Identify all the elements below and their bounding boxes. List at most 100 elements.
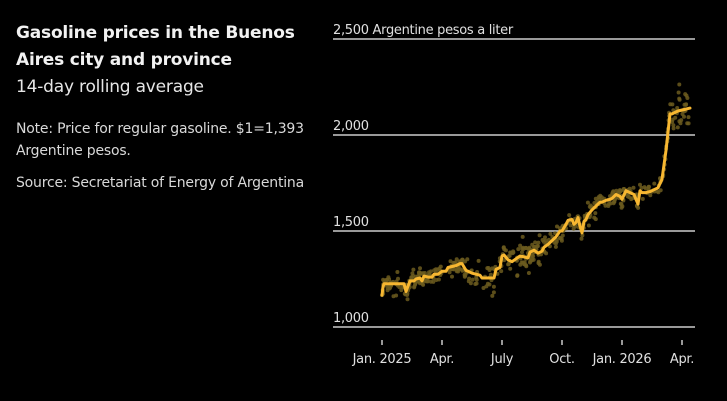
- observation-dot: [454, 257, 459, 262]
- observation-dot: [386, 275, 391, 280]
- observation-dot: [519, 260, 524, 265]
- observation-dot: [403, 292, 408, 297]
- observation-dot: [516, 247, 521, 252]
- observation-dot: [636, 205, 641, 210]
- observation-dot: [532, 245, 537, 249]
- observation-dot: [447, 270, 452, 275]
- chart-source: Source: Secretariat of Energy of Argenti…: [16, 175, 304, 191]
- observation-dot: [677, 119, 682, 124]
- observation-dot: [530, 256, 535, 261]
- observation-dot: [487, 282, 492, 287]
- chart-title: Gasoline prices in the Buenos Aires city…: [16, 23, 295, 70]
- gridlines: 2,500 Argentine pesos a liter 2,000 1,500 1…: [333, 23, 695, 328]
- observation-dot: [518, 243, 523, 248]
- observation-dot: [490, 266, 495, 271]
- observation-dot: [511, 250, 516, 255]
- observation-dot: [499, 269, 504, 274]
- observation-dot: [643, 186, 648, 191]
- y-tick-label: 1,500: [333, 215, 369, 230]
- observation-dot: [652, 181, 657, 186]
- observation-dot: [612, 199, 617, 204]
- observation-dot: [648, 193, 653, 198]
- observation-dot: [631, 185, 636, 190]
- observation-dot: [541, 239, 546, 244]
- x-tick-label: Oct.: [549, 352, 574, 367]
- observation-dot: [639, 185, 644, 190]
- observation-dot: [668, 102, 673, 107]
- observation-dot: [680, 112, 685, 116]
- observation-dot: [533, 240, 538, 245]
- observation-dot: [610, 190, 615, 195]
- observation-dot: [676, 90, 681, 95]
- observation-dot: [638, 182, 642, 187]
- observation-dot: [544, 251, 549, 256]
- observation-dot: [586, 223, 591, 228]
- x-axis: Jan. 2025 Apr. July Oct. Jan. 2026 Apr.: [352, 340, 694, 367]
- x-tick-label: Apr.: [670, 352, 694, 367]
- observation-dot: [568, 223, 573, 228]
- observation-dot: [585, 200, 590, 205]
- observation-dot: [599, 195, 604, 200]
- observation-dot: [508, 266, 513, 271]
- observation-dot: [520, 250, 524, 255]
- observation-dot: [593, 211, 598, 216]
- observation-dot: [618, 201, 623, 206]
- observation-dot: [685, 121, 690, 126]
- observation-dot: [502, 258, 507, 263]
- observation-dot: [537, 262, 542, 267]
- observation-dot: [593, 217, 598, 222]
- observation-dot: [629, 197, 634, 202]
- x-tick-label: Jan. 2025: [352, 352, 412, 367]
- observation-dot: [686, 115, 691, 120]
- observation-dot: [470, 277, 475, 282]
- observation-dot: [593, 196, 598, 201]
- observation-dot: [608, 201, 613, 206]
- observation-dot: [618, 188, 623, 193]
- observation-dot: [484, 284, 489, 289]
- observation-dot: [438, 264, 443, 269]
- observation-dot: [567, 213, 572, 218]
- observation-dot: [523, 245, 528, 250]
- observation-dot: [520, 234, 525, 239]
- x-tick-label: July: [490, 352, 514, 367]
- observation-dot: [553, 241, 558, 246]
- observation-dot: [682, 102, 687, 107]
- observation-dot: [619, 205, 624, 210]
- observation-dot: [394, 293, 399, 298]
- observation-dot: [433, 267, 438, 272]
- observation-dot: [491, 284, 496, 289]
- observation-dot: [429, 279, 433, 284]
- rolling-average-line: [380, 106, 692, 297]
- y-tick-label: 1,000: [333, 311, 369, 326]
- observation-dot: [395, 270, 400, 274]
- observation-dot: [646, 184, 651, 189]
- observation-dot: [396, 276, 400, 281]
- observation-dot: [640, 196, 645, 201]
- observation-dot: [450, 274, 454, 279]
- observation-dot: [548, 231, 553, 236]
- observation-dot: [468, 281, 473, 286]
- observation-dot: [536, 240, 541, 245]
- observation-dot: [474, 281, 479, 286]
- observation-dot: [559, 238, 564, 243]
- observation-dot: [535, 244, 540, 249]
- observation-dot: [658, 188, 663, 193]
- observation-dot: [485, 266, 490, 271]
- observation-dot: [677, 97, 682, 102]
- observation-dot: [397, 285, 402, 290]
- observation-dot: [465, 257, 470, 262]
- observation-dot: [490, 293, 495, 298]
- observation-dot: [675, 125, 680, 130]
- observation-dot: [476, 258, 481, 263]
- observation-dot: [418, 271, 423, 275]
- observation-dot: [671, 123, 676, 128]
- x-tick-label: Jan. 2026: [592, 352, 652, 367]
- chart-subtitle: 14-day rolling average: [16, 77, 204, 97]
- y-tick-label: 2,000: [333, 119, 369, 134]
- observation-dot: [411, 267, 416, 272]
- observation-dot: [491, 290, 496, 295]
- observation-dot: [684, 93, 689, 98]
- x-tick-label: Apr.: [430, 352, 454, 367]
- observation-dot: [515, 273, 520, 278]
